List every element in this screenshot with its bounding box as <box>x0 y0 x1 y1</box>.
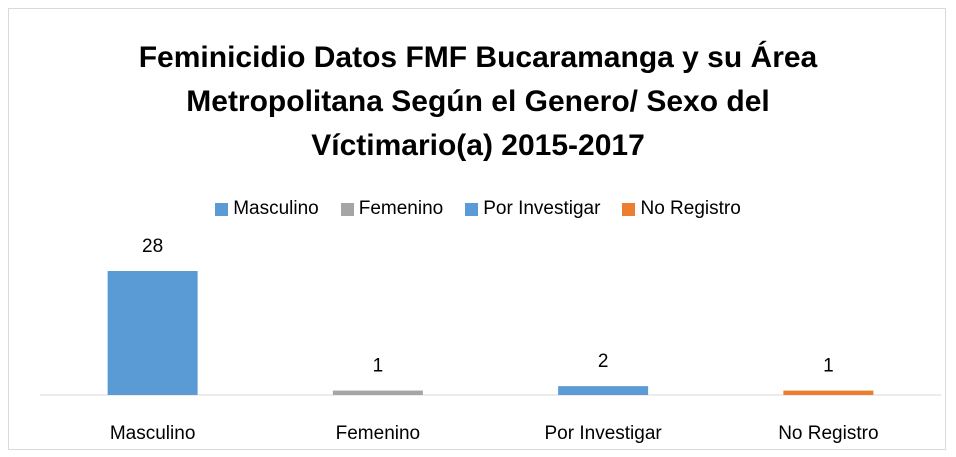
legend-swatch <box>340 202 354 216</box>
data-label: 28 <box>142 236 163 257</box>
chart-title: Feminicidio Datos FMF Bucaramanga y su Á… <box>138 41 818 162</box>
legend-item: Masculino <box>215 198 319 220</box>
legend-label: Masculino <box>233 198 319 219</box>
legend-swatch <box>215 202 229 216</box>
x-tick-label: Femenino <box>336 423 421 444</box>
bar <box>107 271 198 395</box>
legend-item: Por Investigar <box>465 198 600 220</box>
x-tick-label: No Registro <box>778 423 878 444</box>
x-tick-label: Masculino <box>110 423 196 444</box>
bar <box>332 390 423 395</box>
legend-label: Femenino <box>358 198 444 219</box>
x-tick-label: Por Investigar <box>545 423 663 444</box>
bar <box>783 390 874 395</box>
legend-label: Por Investigar <box>483 198 601 219</box>
legend-swatch <box>465 202 479 216</box>
legend-item: Femenino <box>340 198 444 220</box>
data-label: 1 <box>823 356 834 377</box>
data-label: 1 <box>373 356 384 377</box>
legend-swatch <box>622 202 636 216</box>
data-label: 2 <box>598 351 609 372</box>
legend-item: No Registro <box>622 198 741 220</box>
legend-label: No Registro <box>640 198 741 219</box>
chart-frame <box>8 8 946 450</box>
legend: Masculino Femenino Por Investigar No Regist… <box>0 198 956 220</box>
bar <box>558 386 649 395</box>
